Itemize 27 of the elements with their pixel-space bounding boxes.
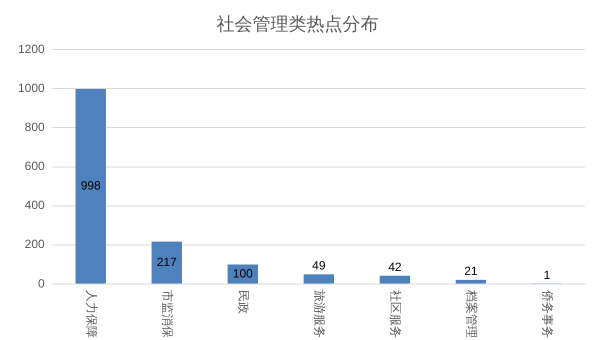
chart-title: 社会管理类热点分布 <box>216 14 378 34</box>
data-label: 42 <box>388 260 402 274</box>
y-tick-label: 600 <box>24 159 46 174</box>
y-tick-label: 1000 <box>18 80 46 95</box>
x-tick-label: 档案管理 <box>464 289 479 338</box>
y-tick-label: 0 <box>38 276 46 290</box>
bar <box>304 274 334 284</box>
x-tick-label: 市监消保 <box>160 290 174 338</box>
data-label: 217 <box>156 254 178 269</box>
data-label: 1 <box>544 268 551 282</box>
x-tick-label: 旅游服务 <box>312 290 327 338</box>
data-label: 100 <box>232 266 254 280</box>
bar <box>76 89 106 284</box>
data-label: 49 <box>312 258 326 273</box>
y-tick-label: 1200 <box>18 42 46 56</box>
data-label: 21 <box>464 264 478 278</box>
x-tick-label: 社区服务 <box>388 290 403 338</box>
y-tick-label: 400 <box>24 198 46 212</box>
bar <box>152 242 182 284</box>
bar <box>380 276 410 284</box>
x-tick-label: 侨务事务 <box>540 290 555 338</box>
bar <box>456 280 486 284</box>
data-label: 998 <box>80 178 102 193</box>
x-tick-label: 人力保障 <box>84 290 98 338</box>
y-tick-label: 200 <box>24 237 46 252</box>
y-tick-label: 800 <box>24 120 46 134</box>
x-tick-label: 民政 <box>236 290 250 314</box>
